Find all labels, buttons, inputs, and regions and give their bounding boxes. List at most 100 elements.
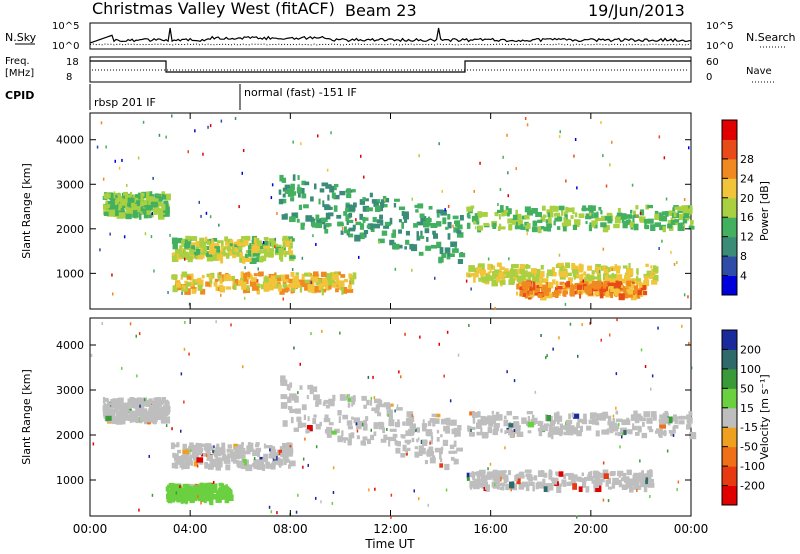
data-cell [526,209,533,216]
data-cell [397,419,400,425]
speckle-cell [419,335,421,339]
data-cell [570,480,577,486]
colorbar-segment [722,446,737,467]
data-cell [388,437,396,442]
speckle-cell [346,394,348,398]
data-cell [220,256,224,264]
data-cell [556,226,561,230]
colorbar-frame [721,119,738,296]
data-cell [223,276,227,282]
data-cell [341,287,348,294]
data-cell [640,291,648,296]
data-cell [161,194,165,198]
data-cell [394,198,400,202]
data-cell [132,398,138,405]
data-cell [206,454,213,461]
data-cell [478,263,485,270]
data-cell [615,425,620,430]
data-cell [661,215,668,222]
data-cell [138,192,141,200]
data-cell [589,412,595,420]
data-cell [289,382,293,388]
data-cell [114,193,122,200]
data-cell [628,263,631,270]
data-cell [224,245,229,250]
data-cell [418,449,423,456]
data-cell [126,208,132,214]
data-cell [476,267,482,274]
data-cell [640,217,645,221]
data-cell [503,415,507,420]
data-cell [624,476,630,483]
data-cell [553,220,556,226]
speckle-cell [445,488,448,492]
data-cell [420,230,423,236]
data-cell [633,289,641,294]
data-cell [186,486,193,490]
speckle-cell [676,488,678,492]
speckle-cell [358,255,360,259]
speckle-cell [404,332,406,336]
data-cell [422,447,426,455]
data-cell [637,426,642,433]
data-cell [572,224,577,230]
data-cell [537,293,543,298]
data-cell [583,271,587,276]
speckle-cell [205,211,208,215]
data-cell [608,286,614,290]
data-cell [191,444,196,448]
data-cell [259,459,264,467]
data-cell [120,202,126,206]
speckle-cell [611,267,613,271]
data-cell [500,226,506,230]
data-cell [426,237,429,242]
data-cell [634,418,640,424]
data-cell [337,435,343,443]
data-cell [225,276,233,282]
speckle-cell [167,291,169,294]
data-cell [220,252,227,256]
data-cell [161,191,165,195]
data-cell [679,416,687,420]
data-cell [335,288,339,293]
data-cell [345,214,350,222]
data-cell [282,420,288,427]
speckle-cell [618,423,620,426]
data-cell [241,281,247,287]
data-cell [324,429,332,434]
x-tick-label: 08:00 [273,522,308,536]
speckle-cell [443,374,445,378]
data-cell [488,422,494,427]
beam-title: Beam 23 [345,1,417,20]
data-cell [289,280,295,287]
data-cell [673,424,679,429]
data-cell [640,482,645,488]
data-cell [480,415,485,423]
data-cell [595,421,600,426]
speckle-cell [321,329,323,333]
data-cell [638,472,642,478]
data-cell [536,271,540,278]
data-cell [333,274,339,280]
data-cell [331,430,337,435]
data-cell [620,477,626,482]
data-cell [439,448,443,455]
data-cell [210,445,213,450]
data-cell [567,272,572,276]
data-cell [537,470,545,477]
data-cell [658,430,662,437]
speckle-cell [241,171,243,175]
data-cell [503,419,509,427]
data-cell [482,481,489,486]
data-cell [264,250,268,258]
data-cell [546,209,553,214]
data-cell [307,285,312,293]
data-cell [146,414,153,418]
data-cell [233,279,239,286]
speckle-cell [447,204,450,208]
speckle-cell [144,232,147,236]
data-cell [540,265,544,270]
speckle-cell [418,154,420,158]
data-cell [626,469,632,476]
data-cell [543,289,550,296]
